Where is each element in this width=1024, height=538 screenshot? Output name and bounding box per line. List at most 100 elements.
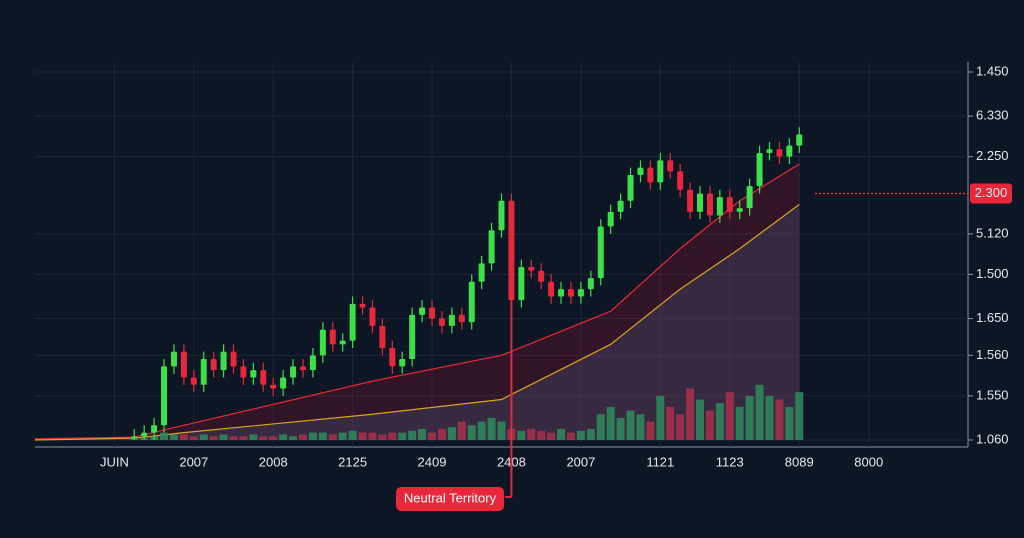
candle-body <box>716 197 723 216</box>
volume-bar <box>169 434 178 440</box>
candle-body <box>260 370 267 385</box>
candle-body <box>687 189 694 212</box>
volume-bar <box>606 406 615 440</box>
candle-body <box>706 193 713 216</box>
x-tick-label: 2125 <box>338 454 367 469</box>
candle-body <box>637 167 644 176</box>
volume-bar <box>715 403 724 440</box>
volume-bar <box>626 410 635 440</box>
ma-fill <box>35 164 800 440</box>
volume-bar <box>437 428 446 440</box>
volume-bar <box>358 432 367 440</box>
candle-body <box>647 167 654 183</box>
volume-bar <box>755 384 764 440</box>
volume-bar <box>298 434 307 440</box>
volume-bar <box>398 432 407 440</box>
volume-bar <box>338 432 347 440</box>
volume-bar <box>775 399 784 440</box>
volume-bar <box>537 430 546 440</box>
x-tick-label: 1121 <box>646 454 674 469</box>
volume-bar <box>547 432 556 440</box>
volume-bar <box>418 428 427 440</box>
y-tick-label: 6.330 <box>976 108 1009 123</box>
last-price-label: 2.300 <box>975 185 1008 200</box>
candle-body <box>319 329 326 356</box>
candle-body <box>419 307 426 315</box>
candle-body <box>240 366 247 378</box>
candle-body <box>250 370 257 378</box>
candle-body <box>498 200 505 231</box>
candle-body <box>438 318 445 326</box>
volume-bar <box>596 414 605 440</box>
volume-bar <box>477 421 486 440</box>
candle-body <box>468 281 475 323</box>
volume-bar <box>269 436 278 440</box>
candle-body <box>607 211 614 227</box>
candle-body <box>587 278 594 290</box>
volume-bar <box>557 428 566 440</box>
volume-bar <box>428 432 437 440</box>
candle-body <box>339 340 346 345</box>
candle-body <box>349 303 356 341</box>
volume-bar <box>517 430 526 440</box>
candle-body <box>627 175 634 201</box>
candle-body <box>577 289 584 297</box>
last-price-box <box>970 183 1012 204</box>
volume-bar <box>636 414 645 440</box>
candle-body <box>667 160 674 172</box>
volume-bar <box>646 421 655 440</box>
volume-bar <box>318 432 327 440</box>
candle-body <box>369 307 376 326</box>
candle-body <box>379 325 386 348</box>
volume-bar <box>696 399 705 440</box>
candle-body <box>746 186 753 209</box>
volume-bar <box>795 392 804 440</box>
candle-body <box>141 432 148 437</box>
y-tick-label: 1.560 <box>976 347 1009 362</box>
candle-body <box>548 281 555 297</box>
volume-bar <box>368 432 377 440</box>
y-tick-label: 1.500 <box>976 266 1009 281</box>
volume-bar <box>388 432 397 440</box>
x-tick-label: 1123 <box>716 454 744 469</box>
volume-bar <box>676 414 685 440</box>
volume-bar <box>497 421 506 440</box>
ma-fill <box>35 204 800 440</box>
candle-body <box>180 351 187 378</box>
candle-body <box>429 307 436 319</box>
candle-body <box>270 384 277 389</box>
candle-body <box>567 289 574 297</box>
candle-body <box>389 348 396 367</box>
candle-body <box>230 351 237 367</box>
candle-body <box>399 359 406 367</box>
volume-bar <box>467 425 476 440</box>
volume-bar <box>289 436 298 440</box>
candle-body <box>210 359 217 371</box>
candle-body <box>478 263 485 282</box>
candle-body <box>151 425 158 433</box>
x-tick-label: 8000 <box>854 454 883 469</box>
x-tick-label: 8089 <box>785 454 814 469</box>
volume-bar <box>686 388 695 440</box>
x-tick-label: 2409 <box>418 454 447 469</box>
volume-bar <box>259 436 268 440</box>
y-tick-label: 1.060 <box>976 431 1009 446</box>
candle-body <box>448 314 455 326</box>
candle-body <box>617 200 624 212</box>
y-tick-label: 1.450 <box>976 63 1009 78</box>
candle-body <box>220 351 227 371</box>
candle-body <box>458 314 465 323</box>
candle-body <box>796 134 803 146</box>
annotation-box <box>396 487 504 511</box>
volume-bar <box>189 436 198 440</box>
candle-body <box>766 149 773 153</box>
volume-bar <box>219 434 228 440</box>
volume-bar <box>576 430 585 440</box>
volume-bar <box>199 434 208 440</box>
candle-body <box>290 366 297 378</box>
volume-bar <box>249 434 258 440</box>
candle-body <box>538 270 545 282</box>
volume-bar <box>279 434 288 440</box>
candle-body <box>518 267 525 301</box>
volume-bar <box>765 395 774 440</box>
